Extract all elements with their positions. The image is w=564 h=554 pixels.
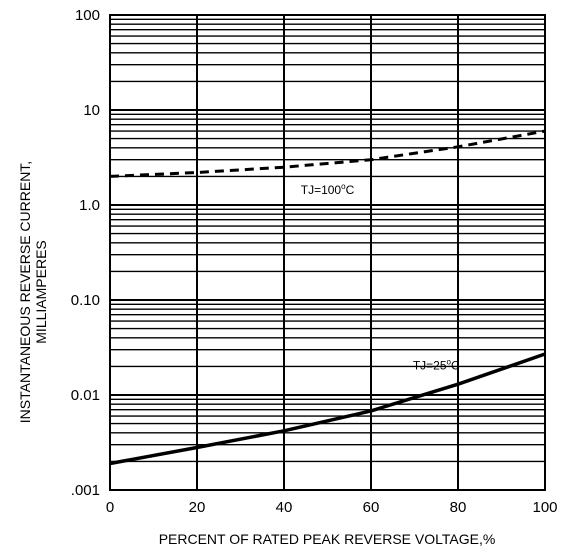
series-line-0 [109,129,546,178]
series-line-1 [109,352,546,466]
annotation-tj25: TJ=25oC [413,358,460,373]
y-tick-label-5: 100 [75,7,100,24]
grid [109,14,546,491]
y-tick-label-4: 10 [83,102,100,119]
x-axis-title: PERCENT OF RATED PEAK REVERSE VOLTAGE,% [159,531,496,547]
x-tick-label-1: 20 [189,499,206,516]
plot-frame [109,14,546,491]
annotations: TJ=100oC TJ=25oC [301,182,460,372]
x-tick-label-3: 60 [363,499,380,516]
x-tick-label-4: 80 [450,499,467,516]
y-tick-label-1: 0.01 [71,387,100,404]
x-tick-label-5: 100 [532,499,557,516]
y-tick-label-3: 1.0 [79,197,100,214]
y-tick-label-2: 0.10 [71,292,100,309]
annotation-tj100: TJ=100oC [301,182,355,197]
x-tick-label-2: 40 [276,499,293,516]
y-tick-labels: .001 0.01 0.10 1.0 10 100 [71,7,100,499]
y-axis-title-line1: INSTANTANEOUS REVERSE CURRENT, [17,161,33,423]
x-tick-label-0: 0 [106,499,114,516]
series-lines [109,129,546,466]
y-axis-title-line2: MILLIAMPERES [33,240,49,343]
x-tick-labels: 0 20 40 60 80 100 [106,499,558,516]
y-tick-label-0: .001 [71,482,100,499]
